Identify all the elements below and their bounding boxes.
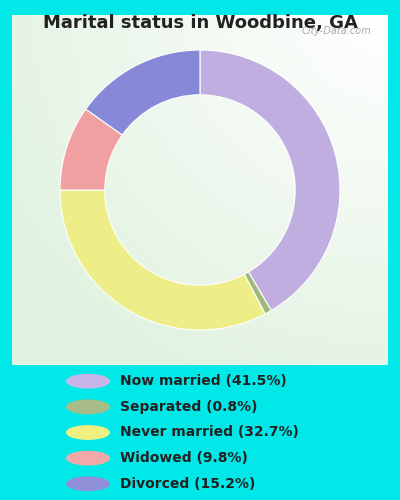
- Text: Now married (41.5%): Now married (41.5%): [120, 374, 287, 388]
- Text: City-Data.com: City-Data.com: [302, 26, 372, 36]
- Wedge shape: [60, 190, 265, 330]
- Wedge shape: [86, 50, 200, 135]
- Text: Widowed (9.8%): Widowed (9.8%): [120, 451, 248, 465]
- Wedge shape: [60, 109, 122, 190]
- Circle shape: [66, 400, 110, 414]
- Circle shape: [66, 450, 110, 466]
- Text: Never married (32.7%): Never married (32.7%): [120, 426, 299, 440]
- Circle shape: [66, 476, 110, 491]
- Text: Marital status in Woodbine, GA: Marital status in Woodbine, GA: [42, 14, 358, 32]
- Text: Separated (0.8%): Separated (0.8%): [120, 400, 258, 414]
- Text: Divorced (15.2%): Divorced (15.2%): [120, 477, 255, 491]
- Circle shape: [66, 374, 110, 388]
- Wedge shape: [200, 50, 340, 310]
- Wedge shape: [244, 272, 271, 314]
- Circle shape: [66, 425, 110, 440]
